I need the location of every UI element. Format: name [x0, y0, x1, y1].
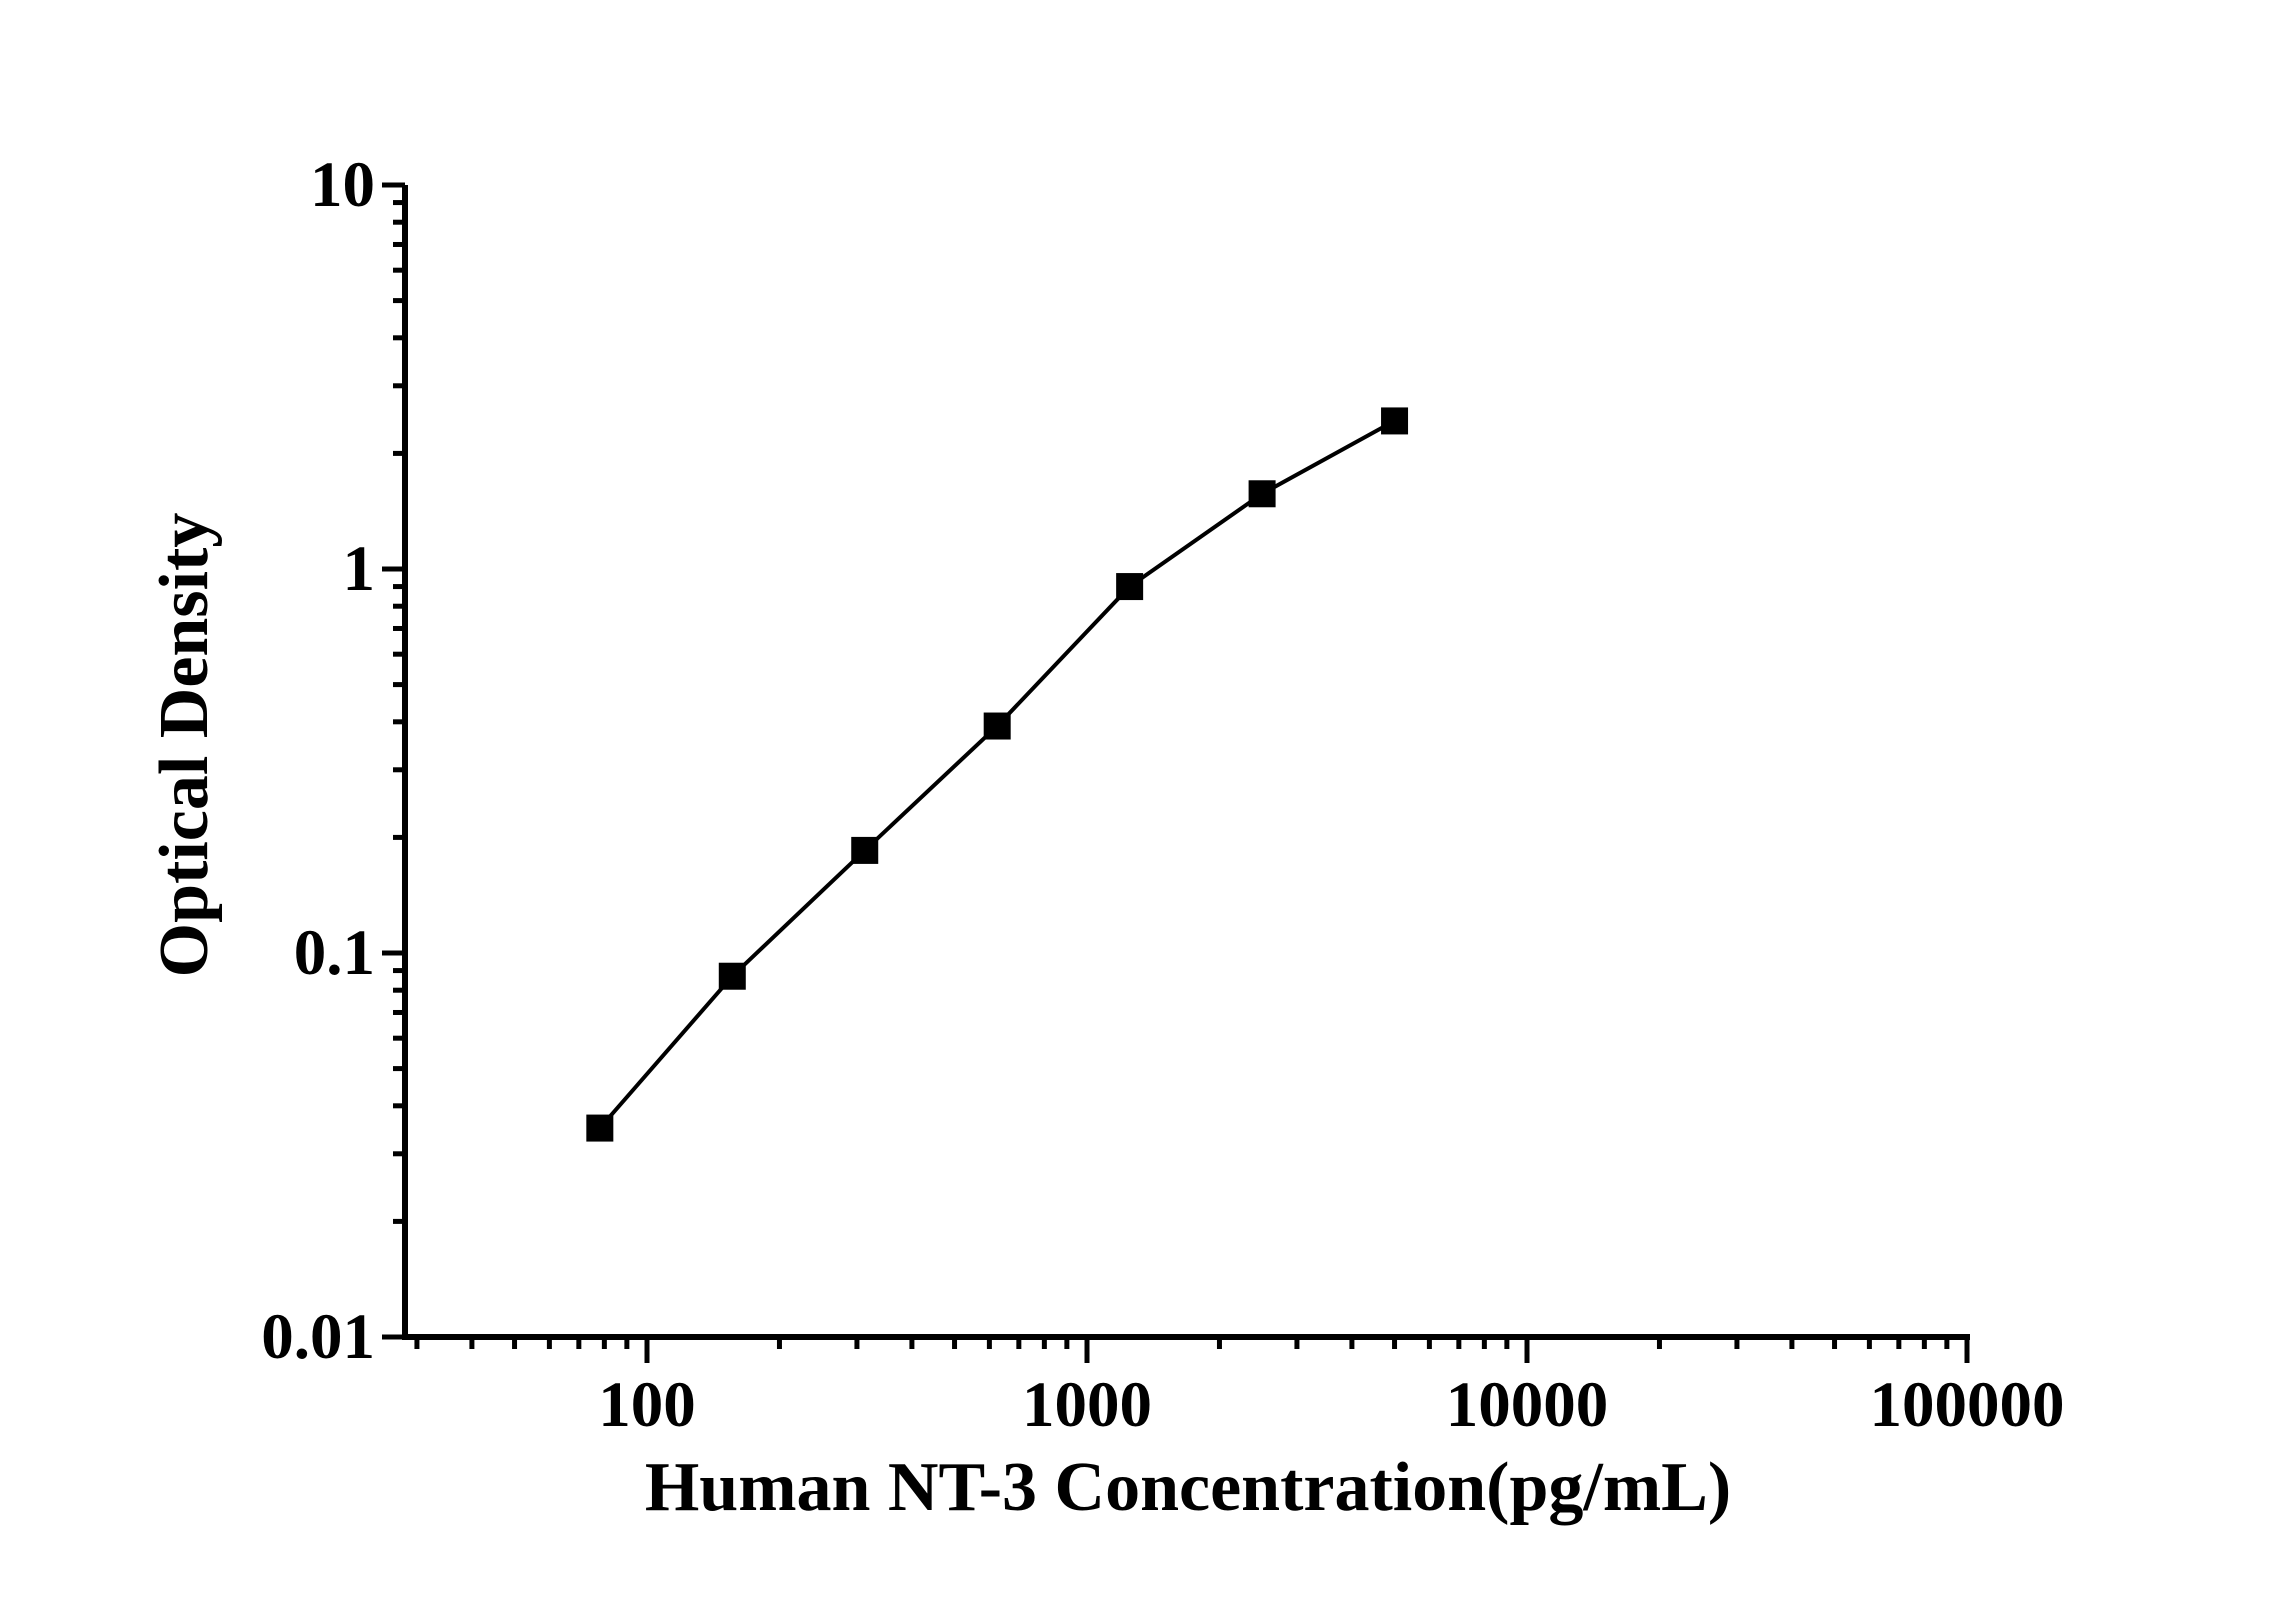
- data-point-marker: [718, 962, 746, 990]
- y-tick-label-0.01: 0.01: [261, 1301, 375, 1373]
- standard-curve-line: [598, 419, 1396, 1130]
- data-point-marker: [1381, 407, 1409, 435]
- x-tick-label-100: 100: [598, 1369, 696, 1441]
- data-point-marker: [586, 1114, 614, 1142]
- data-point-marker: [1248, 480, 1276, 508]
- x-axis-title: Human NT-3 Concentration(pg/mL): [644, 1449, 1732, 1526]
- y-tick-label-10: 10: [310, 149, 375, 221]
- y-tick-label-0.1: 0.1: [293, 917, 375, 989]
- data-point-marker: [983, 712, 1011, 740]
- data-point-marker: [1116, 573, 1144, 601]
- x-tick-label-10000: 10000: [1445, 1369, 1609, 1441]
- y-tick-label-1: 1: [342, 533, 376, 605]
- x-tick-label-100000: 100000: [1869, 1369, 2065, 1441]
- data-point-marker: [851, 836, 879, 864]
- x-tick-label-1000: 1000: [1022, 1369, 1152, 1441]
